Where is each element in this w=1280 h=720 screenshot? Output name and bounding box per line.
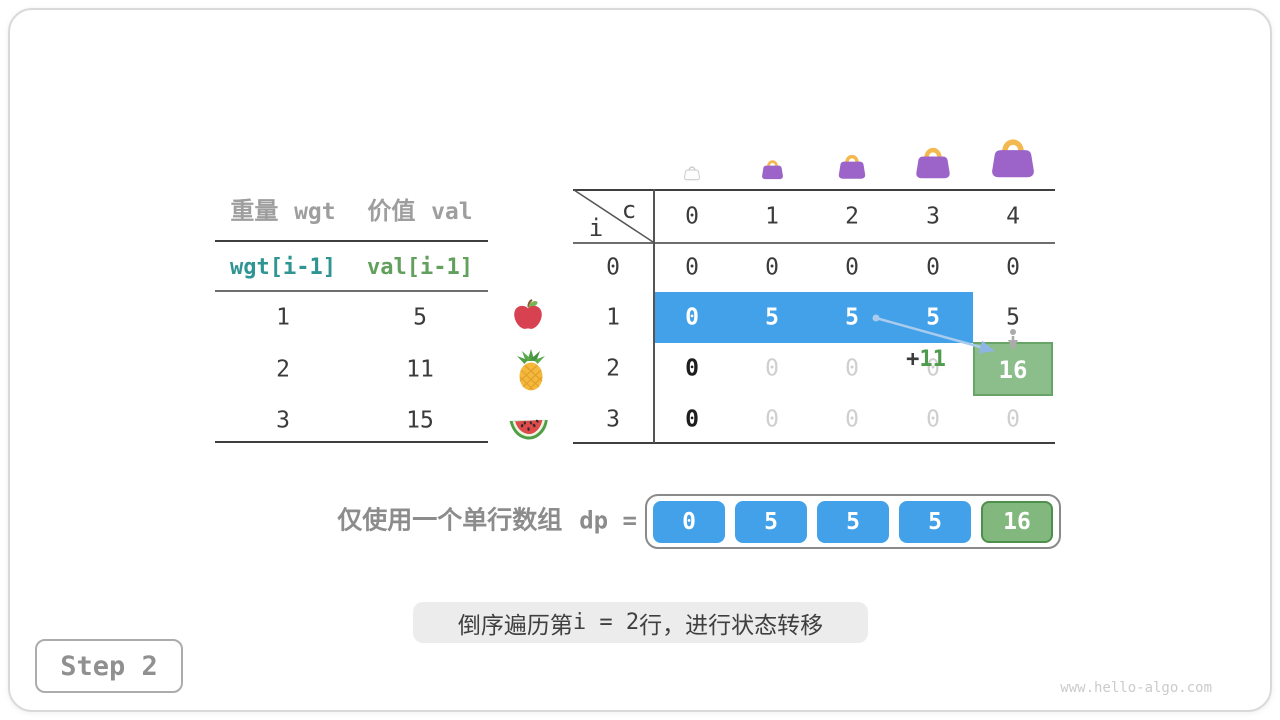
item-2-weight: 2 xyxy=(276,356,290,383)
items-table-line-top xyxy=(215,240,488,242)
dp-col-header-2: 2 xyxy=(845,203,859,230)
watermark-url: www.hello-algo.com xyxy=(1060,680,1212,696)
dp-array-cell-4: 16 xyxy=(981,500,1053,543)
watermelon-icon xyxy=(509,419,548,440)
dp-array-label-code: dp = xyxy=(579,506,637,535)
item-1-value: 5 xyxy=(413,304,427,331)
dp-cell-1-3: 5 xyxy=(926,304,940,331)
items-weight-header-zh: 重量 xyxy=(230,198,279,225)
bag-large-icon xyxy=(916,147,950,179)
dp-cell-2-3: 0 xyxy=(926,355,940,382)
bag-xlarge-icon xyxy=(992,139,1034,178)
transition-annotation: +11 xyxy=(906,349,946,371)
dp-cell-2-0: 0 xyxy=(685,355,699,382)
items-value-header-code: val xyxy=(431,199,473,225)
annotation-plus-sign: + xyxy=(906,347,920,372)
item-3-weight: 3 xyxy=(276,407,290,434)
dp-array-cell-2: 5 xyxy=(817,500,889,543)
dp-col-header-4: 4 xyxy=(1006,203,1020,230)
dp-cell-2-2: 0 xyxy=(845,355,859,382)
dp-row-header-0: 0 xyxy=(606,254,620,281)
dp-table-line-top xyxy=(573,189,1055,191)
dp-cell-3-3: 0 xyxy=(926,406,940,433)
dp-table-line-bottom xyxy=(573,442,1055,444)
dp-cell-0-0: 0 xyxy=(685,254,699,281)
item-2-value: 11 xyxy=(406,356,434,383)
dp-corner-col-label: c xyxy=(621,196,637,224)
dp-row-header-1: 1 xyxy=(606,304,620,331)
items-table-line-mid xyxy=(215,290,488,292)
bag-small-icon xyxy=(762,160,783,180)
dp-array-label-zh: 仅使用一个单行数组 xyxy=(337,506,563,535)
caption-prefix: 倒序遍历第 xyxy=(457,611,573,638)
dp-table-line-header xyxy=(573,242,1055,244)
dp-cell-0-1: 0 xyxy=(765,254,779,281)
item-3-value: 15 xyxy=(406,407,434,434)
items-weight-header-code: wgt xyxy=(294,199,336,225)
dp-col-header-3: 3 xyxy=(926,203,940,230)
dp-cell-3-0: 0 xyxy=(685,406,699,433)
dp-col-header-0: 0 xyxy=(685,203,699,230)
dp-array-cell-0: 0 xyxy=(653,500,725,543)
items-table-line-bottom xyxy=(215,441,488,443)
items-weight-header: 重量 wgt xyxy=(230,200,335,224)
step-badge: Step 2 xyxy=(35,639,183,693)
item-1-weight: 1 xyxy=(276,304,290,331)
dp-row-header-3: 3 xyxy=(606,406,620,433)
dp-cell-1-4: 5 xyxy=(1006,304,1020,331)
dp-array-cell-3: 5 xyxy=(899,500,971,543)
dp-cell-0-4: 0 xyxy=(1006,254,1020,281)
dp-cell-1-0: 0 xyxy=(685,304,699,331)
items-value-header-zh: 价值 xyxy=(367,198,416,225)
dp-array-container: 0 5 5 5 16 xyxy=(645,494,1061,549)
pineapple-icon xyxy=(517,349,545,391)
dp-cell-0-2: 0 xyxy=(845,254,859,281)
bag-empty-icon xyxy=(684,166,700,181)
dp-table-line-vertical xyxy=(653,189,655,443)
bag-medium-icon xyxy=(838,154,866,179)
dp-array-label: 仅使用一个单行数组 dp = xyxy=(337,506,637,535)
figure-card-border xyxy=(8,8,1272,712)
annotation-value: 11 xyxy=(919,347,946,372)
dp-col-header-1: 1 xyxy=(765,203,779,230)
items-val-index-label: val[i-1] xyxy=(367,255,473,280)
dp-array-cell-1: 5 xyxy=(735,500,807,543)
dp-cell-3-2: 0 xyxy=(845,406,859,433)
dp-cell-2-1: 0 xyxy=(765,355,779,382)
apple-icon xyxy=(514,299,542,329)
dp-cell-3-4: 0 xyxy=(1006,406,1020,433)
dp-cell-3-1: 0 xyxy=(765,406,779,433)
items-value-header: 价值 val xyxy=(367,200,472,224)
dp-corner-row-label: i xyxy=(588,214,604,242)
caption-code: i = 2 xyxy=(572,610,640,635)
caption-suffix: 行，进行状态转移 xyxy=(639,611,824,638)
dp-cell-1-2: 5 xyxy=(845,304,859,331)
dp-cell-1-1: 5 xyxy=(765,304,779,331)
dp-cell-2-4: 16 xyxy=(998,356,1028,384)
caption-pill: 倒序遍历第 i = 2 行，进行状态转移 xyxy=(413,602,868,643)
dp-cell-0-3: 0 xyxy=(926,254,940,281)
step-badge-label: Step 2 xyxy=(60,650,158,682)
dp-row-header-2: 2 xyxy=(606,355,620,382)
items-wgt-index-label: wgt[i-1] xyxy=(230,255,336,280)
